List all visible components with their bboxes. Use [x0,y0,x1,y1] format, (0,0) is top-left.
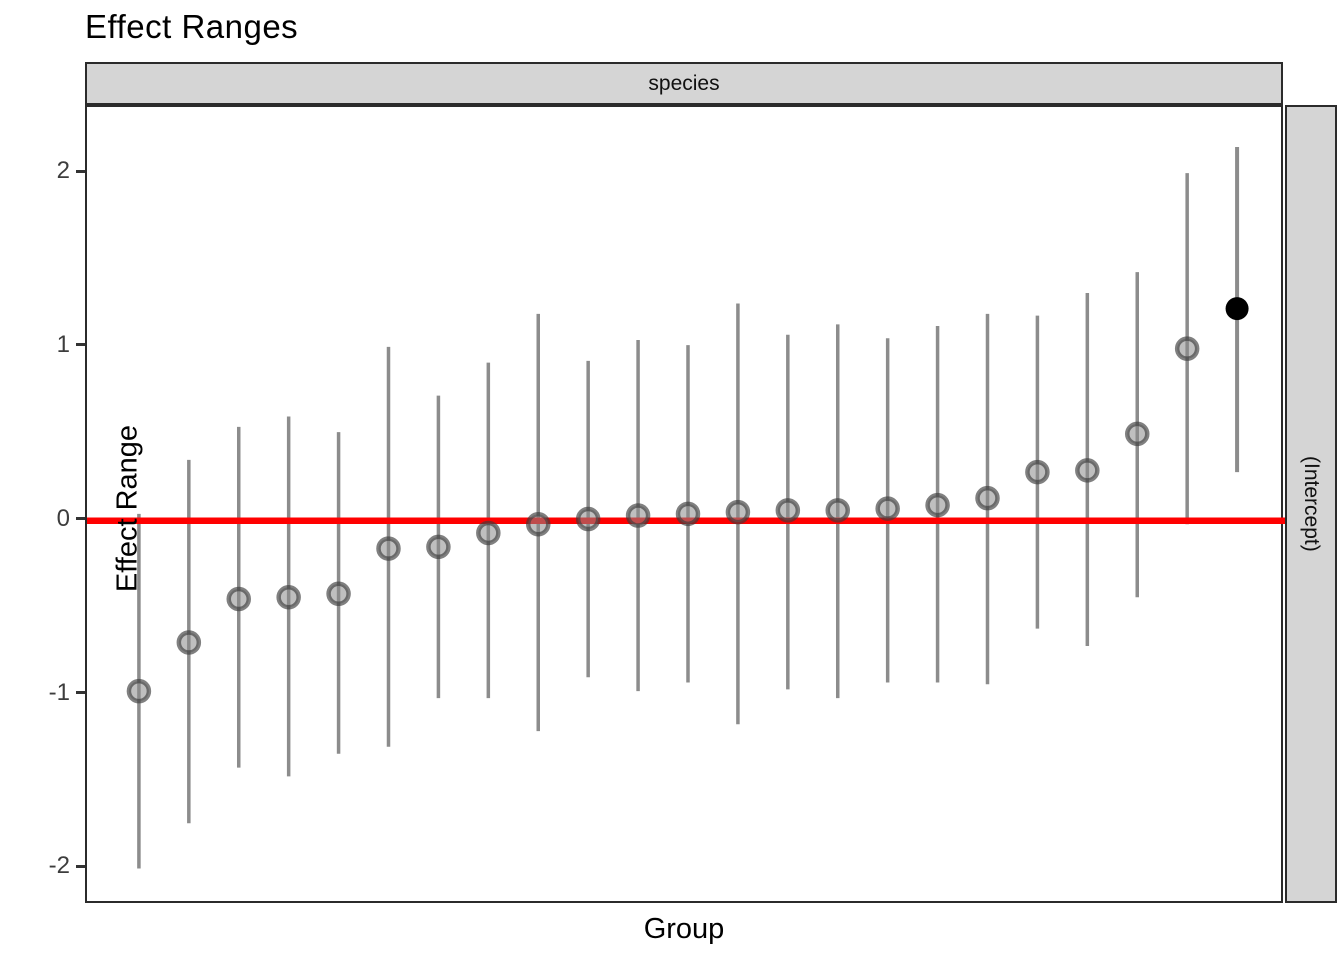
effect-point [525,512,551,537]
y-tick-label: 0 [56,504,70,532]
effect-point [176,630,202,655]
effect-point [825,498,850,523]
effect-point [326,581,351,607]
y-tick-label: 2 [56,157,70,185]
y-tick-mark [76,864,85,868]
effect-point [725,499,751,525]
x-axis-title: Group [643,913,725,945]
plot-panel [85,105,1285,903]
effect-point [1075,458,1100,483]
plot-svg [87,146,1285,869]
effect-point [226,586,251,612]
y-tick-label: -2 [48,852,70,880]
y-tick-mark [76,691,85,695]
effect-point [775,498,801,523]
effect-point [476,520,501,546]
y-tick-mark [76,517,85,521]
facet-strip-right-label: (Intercept) [1300,456,1323,552]
y-tick-label: 1 [56,330,70,358]
effect-point [276,585,301,610]
facet-strip-right: (Intercept) [1285,105,1337,903]
effect-point [675,501,701,527]
effect-point [975,485,1000,511]
page-title: Effect Ranges [85,8,299,45]
effect-point [575,506,601,532]
effect-point [426,534,451,560]
effect-point [1025,459,1050,485]
y-tick-mark [76,169,85,173]
facet-strip-top: species [85,62,1283,105]
effect-point [1124,421,1150,447]
effect-point [625,503,651,528]
y-tick-mark [76,343,85,347]
fixed-effect-point [1225,297,1249,321]
effect-point [376,536,401,561]
effect-point [925,492,950,518]
y-axis-title: Effect Range [111,424,144,593]
y-tick-label: -1 [48,678,70,706]
effect-point [1174,336,1200,361]
effect-point [126,678,152,704]
facet-strip-top-label: species [648,71,720,95]
effect-point [875,496,900,521]
